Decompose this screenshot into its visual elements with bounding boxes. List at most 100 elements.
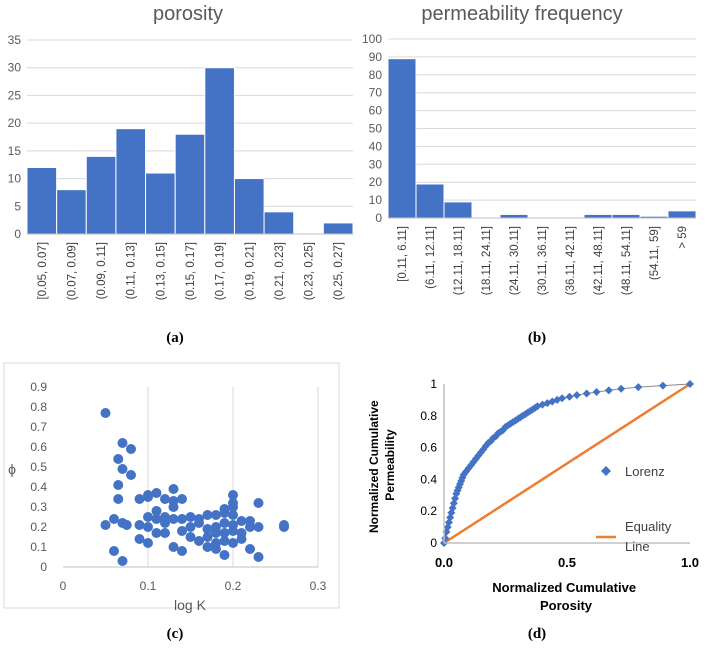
chart-b-bar [611,213,641,219]
chart-c-point [228,526,238,536]
chart-c-y-tick-label: 0.1 [30,540,47,554]
chart-d-legend: Lorenz Equality Line [596,464,672,554]
chart-c-x-label: log K [174,597,207,613]
chart-c-point [151,514,162,524]
chart-c-point [211,510,221,520]
chart-d-lorenz-marker [617,384,626,393]
chart-c-point [109,546,119,556]
chart-c-point [177,526,187,536]
chart-d-y-tick-label: 1 [430,377,437,391]
chart-c-y-tick-label: 0.7 [30,420,47,434]
chart-c-point [219,508,230,518]
chart-a-bar [174,133,206,235]
chart-b-x-tick-label: (24.11, 30.11] [509,226,521,295]
chart-d-lorenz-marker [634,383,643,392]
chart-c-point [121,520,132,530]
chart-c-y-tick-label: 0.5 [30,460,47,474]
chart-a-bar [85,155,117,235]
chart-b-bars [387,58,697,219]
panel-c-scatter: 00.10.20.30.40.50.60.70.80.9 0 0.1 0.2 0.3 … [3,362,340,642]
chart-c-point [202,510,213,520]
chart-b-y-tick-label: 40 [369,139,383,153]
chart-d-lorenz-marker [572,391,581,400]
chart-c-frame [3,362,340,609]
chart-a-x-tick-label: [0.05, 0.07] [37,242,49,300]
chart-a-x-tick-label: (0.25, 0.27] [333,242,345,300]
chart-d-x-label-line-2: Porosity [540,598,593,613]
chart-a-bar [115,128,147,235]
chart-c-point [160,528,170,538]
chart-d-x-tick-label: 0.5 [558,555,576,570]
chart-b-x-tick-label: (6.11, 12.11] [425,226,437,289]
chart-b-x-tick-labels: [0.11, 6.11] (6.11, 12.11] (12.11, 18.11] (… [397,226,689,295]
chart-d-y-tick-label: 0.6 [420,441,437,455]
chart-c-point [168,542,179,552]
chart-c-point [185,532,196,542]
chart-c-y-tick-label: 0.2 [30,520,47,534]
chart-c-points [100,408,289,566]
chart-d-lorenz-marker [592,387,601,396]
chart-a-y-tick-labels: 0 5 10 15 20 25 30 35 [8,33,22,241]
chart-c-point [228,538,238,548]
chart-a-y-tick-label: 15 [8,144,22,158]
chart-c-point [151,506,162,516]
chart-a-x-tick-label: (0.17, 0.19] [215,242,227,300]
chart-a-bar [204,67,235,235]
chart-a-y-tick-label: 10 [8,172,22,186]
legend-equality-label-line-2: Line [625,539,650,554]
chart-a-y-tick-label: 30 [8,61,22,75]
chart-c-point [202,524,213,534]
chart-a-x-tick-label: (0.21, 0.23] [274,242,286,300]
chart-c-point [160,494,170,504]
chart-c-point [177,494,187,504]
chart-b-x-tick-label: [0.11, 6.11] [397,226,409,282]
panel-d-lorenz-plot: 0 0.2 0.4 0.6 0.8 1 0.0 0.5 1.0 Normalized Cumu… [367,377,699,642]
chart-b-y-tick-label: 100 [362,32,382,46]
legend-lorenz-label: Lorenz [625,464,665,479]
chart-d-lorenz-marker [558,394,567,403]
chart-c-point [253,552,264,562]
chart-c-point [236,534,247,544]
chart-a-bar [322,222,354,235]
chart-c-x-tick-label: 0 [60,579,67,593]
chart-b-bar [387,58,417,219]
chart-c-point [219,536,230,546]
chart-c-point [143,512,153,522]
chart-c-point [126,444,136,454]
chart-a-x-tick-labels: [0.05, 0.07] (0.07, 0.09] (0.09, 0.11] (0.1… [37,242,345,300]
chart-d-y-tick-label: 0.8 [420,409,437,423]
chart-c-point [113,454,124,464]
chart-d-x-tick-label: 0.0 [435,555,453,570]
legend-equality-label-line-1: Equality [625,519,672,534]
chart-d-x-label-line-1: Normalized Cumulative [492,580,636,595]
chart-c-point [219,528,230,538]
chart-c-point [253,498,264,508]
chart-a-title: porosity [153,3,223,25]
chart-c-point [211,544,221,554]
chart-a-x-tick-label: (0.11, 0.13] [126,242,138,299]
chart-c-x-tick-label: 0.3 [310,579,327,593]
chart-b-x-tick-label: > 59 [677,226,689,249]
chart-b-y-tick-label: 70 [369,86,383,100]
chart-c-point [236,516,247,526]
chart-b-x-tick-label: (18.11, 24.11] [481,226,493,295]
chart-c-point [168,484,179,494]
chart-a-bar [145,172,176,235]
chart-d-lorenz-markers [440,380,694,547]
chart-c-point [185,512,196,522]
panel-a-porosity-histogram: porosity 0 5 10 15 20 25 30 35 [0.05, 0.07] (0.0… [8,3,354,346]
chart-d-lorenz-marker [441,534,450,543]
chart-b-y-tick-label: 0 [375,211,382,225]
chart-c-point [113,480,124,490]
chart-d-lorenz-marker [582,389,591,398]
chart-b-bar [415,183,445,219]
chart-c-point [211,528,221,538]
chart-c-point [134,520,145,530]
chart-c-point [219,550,230,560]
chart-c-point [151,488,162,498]
chart-c-point [143,522,153,532]
chart-c-y-tick-label: 0.9 [30,380,47,394]
chart-d-y-label-line-2: Permeability [383,429,397,501]
chart-b-x-tick-label: (54.11, 59] [649,226,661,280]
